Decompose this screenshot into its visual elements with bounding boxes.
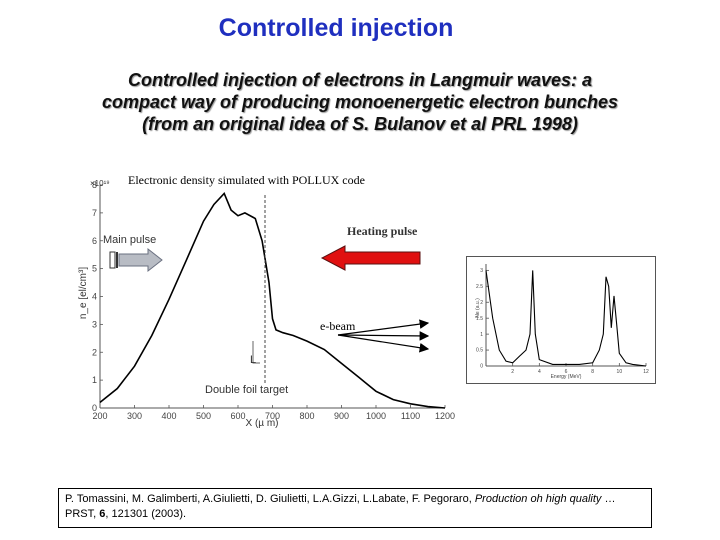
subtitle-line: compact way of producing monoenergetic e… xyxy=(101,92,619,112)
density-x-tick-label: 500 xyxy=(196,411,211,421)
reference-title: Production oh high quality xyxy=(474,493,602,505)
spectrum-x-label: Energy (MeV) xyxy=(551,374,582,380)
density-y-tick-label: 2 xyxy=(92,347,97,357)
length-marker xyxy=(252,341,260,364)
x-axis-label: X (µ m) xyxy=(246,418,279,429)
density-x-tick-label: 400 xyxy=(161,411,176,421)
reference-volume: 6 xyxy=(99,508,106,520)
e-beam-label: e-beam xyxy=(320,319,356,333)
reference-pages: , 121301 (2003). xyxy=(105,508,187,520)
density-x-tick-label: 300 xyxy=(127,411,142,421)
spectrum-x-tick-label: 10 xyxy=(617,369,623,375)
spectrum-axes: 2 4 6 8 10 12 0 0.5 1 1.5 2 2.5 3 xyxy=(476,264,649,375)
figure-caption: Electronic density simulated with POLLUX… xyxy=(128,173,365,187)
inset-frame xyxy=(466,256,656,384)
density-y-tick-label: 0 xyxy=(92,403,97,413)
y-exponent-label: ×10¹⁹ xyxy=(90,179,110,188)
density-x-tick-label: 800 xyxy=(299,411,314,421)
density-x-tick-label: 1000 xyxy=(366,411,386,421)
main-pulse-arrow xyxy=(109,247,163,273)
target-label: Double foil target xyxy=(205,384,288,396)
density-x-tick-label: 600 xyxy=(230,411,245,421)
density-axes: 200 300 400 500 600 700 800 900 1000 1100 1200 0 1 2 3… xyxy=(92,180,455,421)
subtitle-line: (from an original idea of S. Bulanov et … xyxy=(142,114,578,134)
reference-journal: …PRST, xyxy=(65,493,616,520)
spectrum-curve xyxy=(485,270,647,367)
spectrum-y-tick-label: 1.5 xyxy=(476,316,483,322)
density-y-tick-label: 5 xyxy=(92,264,97,274)
spectrum-x-tick-label: 12 xyxy=(643,369,649,375)
spectrum-y-tick-label: 0 xyxy=(480,364,483,370)
spectrum-y-tick-label: 2 xyxy=(480,300,483,306)
density-y-tick-label: 7 xyxy=(92,208,97,218)
density-x-tick-label: 1100 xyxy=(401,411,420,421)
spectrum-y-tick-label: 1 xyxy=(480,332,483,338)
density-x-tick-label: 700 xyxy=(265,411,280,421)
density-x-tick-label: 1200 xyxy=(435,411,455,421)
spectrum-x-tick-label: 4 xyxy=(538,369,541,375)
spectrum-y-tick-label: 0.5 xyxy=(476,348,483,354)
subtitle-line: Controlled injection of electrons in Lan… xyxy=(127,70,593,90)
density-y-tick-label: 4 xyxy=(92,292,97,302)
reference-box: P. Tomassini, M. Galimberti, A.Giulietti… xyxy=(58,488,652,528)
density-y-tick-label: 6 xyxy=(92,236,97,246)
main-pulse-label: Main pulse xyxy=(103,234,156,246)
spectrum-x-tick-label: 6 xyxy=(565,369,568,375)
heating-pulse-arrow xyxy=(320,245,421,271)
density-x-tick-label: 200 xyxy=(92,411,107,421)
spectrum-y-label: Ne (a.u.) xyxy=(475,298,481,318)
subtitle: Controlled injection of electrons in Lan… xyxy=(40,69,680,135)
length-label: L xyxy=(250,354,256,366)
density-y-tick-label: 3 xyxy=(92,319,97,329)
spectrum-y-tick-label: 2.5 xyxy=(476,284,483,290)
reference-authors: P. Tomassini, M. Galimberti, A.Giulietti… xyxy=(65,493,475,505)
energy-spectrum-chart: 2 4 6 8 10 12 0 0.5 1 1.5 2 2.5 3 Ne (a.u.) Energy (… xyxy=(466,256,656,384)
e-beam-arrows xyxy=(337,319,430,353)
density-curve xyxy=(99,191,446,409)
slide-title: Controlled injection xyxy=(218,14,454,42)
density-chart: 200 300 400 500 600 700 800 900 1000 1100 1200 0 1 2 3… xyxy=(78,173,455,429)
density-y-tick-label: 1 xyxy=(92,375,97,385)
spectrum-y-tick-label: 3 xyxy=(480,268,483,274)
heating-pulse-label: Heating pulse xyxy=(347,224,418,238)
density-x-tick-label: 900 xyxy=(334,411,349,421)
spectrum-x-tick-label: 2 xyxy=(511,369,514,375)
y-axis-label: n_e [el/cm³] xyxy=(78,267,89,319)
density-y-tick-label: 8 xyxy=(92,180,97,190)
spectrum-x-tick-label: 8 xyxy=(591,369,594,375)
